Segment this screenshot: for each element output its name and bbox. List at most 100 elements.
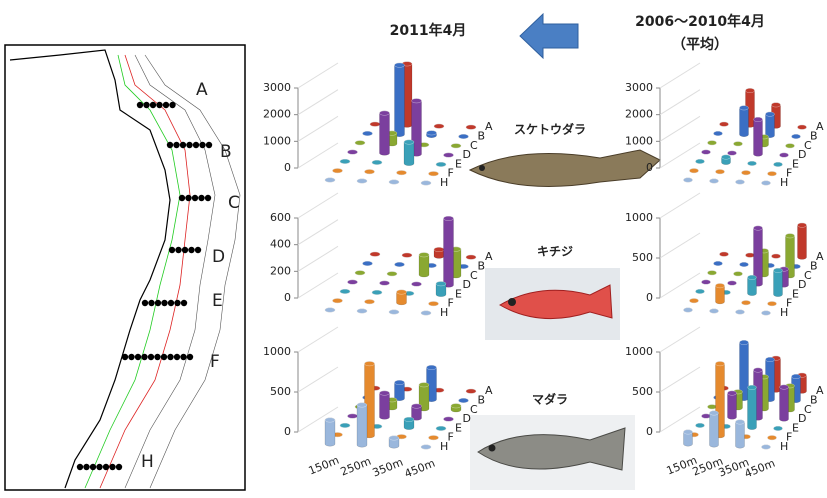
bar-top (426, 365, 437, 370)
bar-top (443, 416, 454, 422)
bar-top (689, 168, 699, 174)
x-tick-label: 350m (371, 456, 405, 480)
bar-top (791, 134, 801, 139)
bar-top (721, 154, 731, 160)
row-label: F (786, 167, 792, 180)
bar-top (443, 216, 454, 221)
bar-top (779, 152, 789, 158)
bar-top (362, 261, 373, 266)
grid-line (297, 89, 339, 116)
row-label: C (804, 403, 812, 416)
station-dot (83, 463, 90, 471)
bar-top (443, 152, 454, 158)
bar-top (324, 417, 336, 423)
bar-top (339, 288, 351, 294)
z-tick-label: 2000 (625, 108, 653, 121)
line-label: B (220, 142, 232, 162)
station-dot (143, 101, 150, 109)
bar-top (411, 403, 422, 409)
bar-top (347, 413, 358, 419)
bar-top (435, 425, 447, 431)
row-label: E (455, 421, 462, 434)
z-tick-label: 1000 (625, 345, 653, 358)
fish-body (498, 284, 613, 320)
bar-top (791, 374, 801, 379)
fish-image (468, 149, 661, 187)
bar-top (683, 429, 693, 435)
bar-top (379, 110, 390, 116)
bar-top (450, 143, 462, 149)
station-dot (154, 299, 162, 307)
z-tick-label: 0 (284, 291, 291, 304)
grid-line (659, 366, 701, 393)
bar-top (435, 281, 447, 287)
station-dot (166, 141, 174, 149)
x-tick-label: 150m (307, 454, 341, 478)
row-label: D (463, 148, 471, 161)
row-label: F (448, 431, 454, 444)
bar-top (767, 171, 777, 177)
bar-top (388, 435, 400, 441)
z-tick-label: 500 (270, 385, 291, 398)
station-dot (121, 353, 129, 361)
bar (443, 216, 454, 288)
grid-line (659, 406, 701, 433)
z-tick-label: 600 (270, 211, 291, 224)
station-dot (76, 463, 84, 471)
grid-line (297, 192, 339, 219)
z-tick-label: 0 (646, 291, 653, 304)
station-dot (174, 299, 181, 307)
bar-top (411, 281, 422, 287)
bar-top (761, 444, 771, 450)
station-dot (178, 194, 186, 202)
station-dot (180, 353, 187, 361)
station-dot (192, 141, 200, 149)
bar-top (396, 289, 407, 295)
contour (84, 54, 181, 489)
row-label: B (810, 394, 818, 407)
line-label: C (228, 193, 240, 213)
bar-top (713, 261, 723, 266)
bar-top (765, 111, 775, 117)
z-tick-label: 200 (270, 264, 291, 277)
station-dot (185, 194, 192, 202)
bar-top (719, 251, 729, 257)
bar (709, 410, 719, 448)
bar-top (354, 140, 366, 146)
grid-line (297, 245, 339, 272)
bar-top (418, 252, 430, 258)
grid-line (659, 192, 701, 219)
bar-top (773, 267, 783, 273)
bar-top (709, 308, 719, 314)
bar-top (753, 225, 763, 231)
row-label: H (780, 306, 788, 319)
station-dot (89, 463, 97, 471)
bar-top (324, 177, 336, 183)
bar-top (767, 435, 777, 441)
bar-top (428, 301, 439, 307)
station-dot (134, 353, 142, 361)
station-dot (179, 141, 187, 149)
station-dot (181, 246, 189, 254)
bar-top (396, 170, 407, 176)
bar-top (735, 179, 745, 185)
bar-top (767, 301, 777, 307)
station-dot (102, 463, 110, 471)
row-label: B (478, 130, 486, 143)
bar-top (701, 279, 711, 285)
bar-top (797, 222, 807, 228)
bar-top (364, 169, 375, 175)
row-label: D (463, 278, 471, 291)
grid-line (297, 272, 339, 299)
station-dot (147, 353, 155, 361)
bar-top (739, 262, 749, 267)
row-label: H (440, 176, 448, 189)
line-label: F (210, 352, 220, 372)
grid-line (659, 89, 701, 116)
station-dot (186, 141, 193, 149)
bar-top (371, 289, 383, 295)
station-dot (148, 299, 155, 307)
station-dot (204, 194, 212, 202)
title-avg: 2006～2010年4月 (635, 13, 765, 30)
bar-top (707, 404, 717, 410)
